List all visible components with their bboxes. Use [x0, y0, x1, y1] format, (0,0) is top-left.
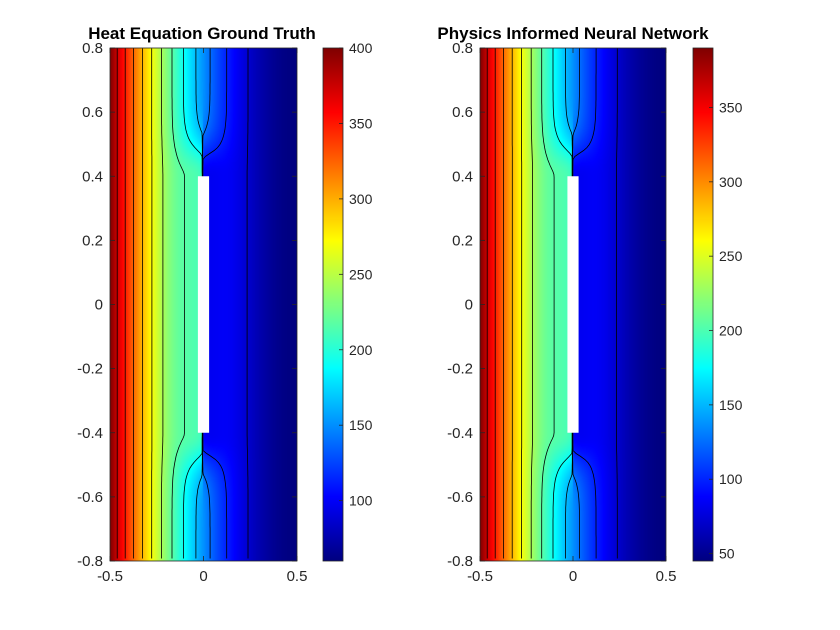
y-tick-label: -0.8	[447, 553, 473, 570]
colorbar-tick-label: 200	[719, 323, 743, 339]
colorbar-tick-label: 100	[349, 493, 373, 509]
contour-line	[541, 48, 555, 559]
y-tick-label: -0.4	[77, 425, 103, 442]
colorbar-tick-label: 350	[349, 115, 373, 131]
contour-line	[171, 48, 185, 559]
y-tick-label: 0	[465, 297, 473, 314]
y-tick-label: -0.2	[77, 361, 103, 378]
x-tick-label: 0.5	[656, 568, 677, 585]
y-tick-label: -0.8	[77, 553, 103, 570]
x-tick-label: 0	[199, 568, 207, 585]
obstacle	[567, 176, 579, 433]
contour-line	[246, 48, 249, 559]
plot-title: Physics Informed Neural Network	[437, 24, 709, 43]
x-axis-ticks: -0.5 0 0.5	[467, 48, 676, 585]
colorbar-tick-label: 150	[719, 397, 743, 413]
colorbar-ticks: 50 100 150 200 250 300 350	[709, 99, 743, 562]
colorbar-tick-label: 300	[719, 174, 743, 190]
contour-lines	[486, 48, 618, 559]
y-tick-label: 0.2	[82, 232, 103, 249]
y-tick-label: 0.4	[452, 168, 473, 185]
colorbar-pinn: 50 100 150 200 250 300 350	[692, 47, 743, 562]
colorbar-tick-label: 50	[719, 546, 735, 562]
x-tick-label: 0	[569, 568, 577, 585]
colorbar-tick-label: 250	[719, 248, 743, 264]
y-tick-label: -0.4	[447, 425, 473, 442]
y-axis-ticks: -0.8 -0.6 -0.4 -0.2 0 0.2 0.4 0.6 0.8	[77, 40, 297, 570]
colorbar-gradient	[323, 48, 343, 561]
contour-lines	[116, 48, 249, 559]
x-tick-label: -0.5	[97, 568, 123, 585]
y-tick-label: 0.2	[452, 232, 473, 249]
y-tick-label: 0.4	[82, 168, 103, 185]
y-tick-label: 0.8	[452, 40, 473, 57]
colorbar-tick-label: 150	[349, 417, 373, 433]
y-tick-label: -0.2	[447, 361, 473, 378]
contour-line	[616, 48, 618, 559]
y-tick-label: -0.6	[447, 489, 473, 506]
contour-line	[530, 48, 533, 559]
colorbar-frame	[692, 47, 714, 562]
colorbar-tick-label: 100	[719, 471, 743, 487]
y-tick-label: 0.6	[82, 104, 103, 121]
x-tick-label: -0.5	[467, 568, 493, 585]
y-tick-label: -0.6	[77, 489, 103, 506]
colorbar-ticks: 100 150 200 250 300 350 400	[339, 40, 373, 509]
y-tick-label: 0	[95, 297, 103, 314]
obstacle	[197, 176, 210, 433]
colorbar-frame	[322, 47, 344, 562]
y-tick-label: 0.6	[452, 104, 473, 121]
colorbar-tick-label: 200	[349, 342, 373, 358]
colorbar-tick-label: 350	[719, 99, 743, 115]
colorbar-gradient	[693, 48, 713, 561]
contour-line	[161, 48, 164, 559]
colorbar-tick-label: 250	[349, 266, 373, 282]
y-axis-ticks: -0.8 -0.6 -0.4 -0.2 0 0.2 0.4 0.6 0.8	[447, 40, 666, 570]
x-tick-label: 0.5	[287, 568, 308, 585]
colorbar-ground-truth: 100 150 200 250 300 350 400	[322, 40, 373, 562]
colorbar-tick-label: 300	[349, 191, 373, 207]
x-axis-ticks: -0.5 0 0.5	[97, 48, 307, 585]
panel-ground-truth: Heat Equation Ground Truth -0.5 0 0.5 -0.8…	[77, 24, 316, 585]
panel-pinn: Physics Informed Neural Network -0.5 0 0.5…	[437, 24, 709, 585]
y-tick-label: 0.8	[82, 40, 103, 57]
colorbar-tick-label: 400	[349, 40, 373, 56]
plot-title: Heat Equation Ground Truth	[88, 24, 316, 43]
